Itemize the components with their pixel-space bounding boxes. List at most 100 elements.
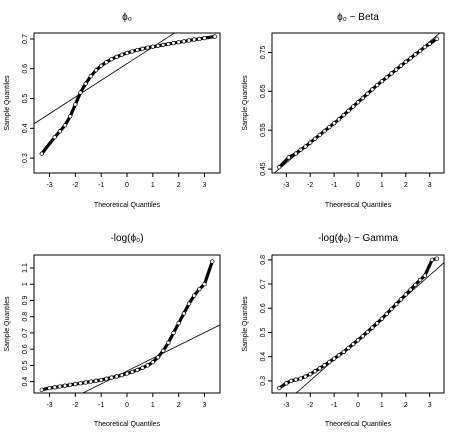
x-tick-label: 2 <box>177 182 181 189</box>
qq-point <box>298 147 303 152</box>
qq-point <box>104 376 109 381</box>
x-tick-label: 3 <box>428 182 432 189</box>
qq-point <box>150 360 155 365</box>
x-tick-label: -3 <box>283 402 289 409</box>
qq-point <box>417 48 423 54</box>
qq-point <box>39 151 44 156</box>
x-tick-label: -2 <box>72 402 78 409</box>
qq-point <box>119 372 124 378</box>
qq-point <box>417 277 423 283</box>
qq-sample-band <box>40 259 214 392</box>
qq-point <box>155 355 161 360</box>
qq-point <box>408 287 413 292</box>
x-tick-label: 3 <box>203 402 207 409</box>
x-tick-label: 0 <box>356 402 360 409</box>
x-tick-label: -1 <box>331 182 337 189</box>
y-tick-label: 0.5 <box>22 94 29 104</box>
y-tick-label: 0.3 <box>260 376 267 386</box>
qq-point <box>303 374 308 379</box>
qq-point <box>114 54 119 59</box>
y-tick-label: 0.8 <box>260 255 267 265</box>
qq-point <box>68 114 73 119</box>
qq-point <box>336 353 342 358</box>
qq-point <box>186 301 192 306</box>
panel-title: -log(ϕ₀) <box>110 233 143 244</box>
qq-point <box>83 380 88 385</box>
qq-point <box>303 144 308 149</box>
qq-panel-1: ϕ₀ -3 -2 -1 0 1 2 3 0.3 0.4 0.5 0.6 0.7 Theoretical Q… <box>4 12 221 209</box>
y-axis-label: Sample Quantiles <box>242 75 249 131</box>
x-tick-label: -3 <box>46 182 52 189</box>
y-tick-label: 0.7 <box>260 279 267 289</box>
qq-point <box>135 47 140 53</box>
y-tick-label: 1 <box>22 282 29 286</box>
panel-title: ϕ₀ ~ Beta <box>337 12 379 23</box>
qq-point <box>78 381 83 386</box>
qq-point <box>210 259 215 264</box>
qq-point <box>130 49 135 54</box>
y-tick-label: 0.9 <box>22 295 29 305</box>
y-tick-label: 0.4 <box>260 352 267 362</box>
qq-point <box>322 128 327 134</box>
qq-point <box>394 301 399 307</box>
y-axis-label: Sample Quantiles <box>4 75 11 131</box>
qq-sample-band <box>277 257 439 390</box>
qq-point <box>124 50 130 56</box>
qq-point <box>78 90 83 95</box>
qq-point <box>192 293 197 298</box>
qq-point <box>398 63 404 68</box>
qq-point <box>429 257 435 262</box>
y-tick-label: 1.1 <box>22 263 29 273</box>
qq-point <box>93 68 99 73</box>
qq-point <box>413 52 418 57</box>
x-tick-label: -1 <box>331 402 337 409</box>
qq-point <box>181 39 186 44</box>
qq-point <box>327 124 332 130</box>
x-tick-label: -1 <box>98 402 104 409</box>
qq-point <box>197 286 202 292</box>
qq-point <box>161 348 166 353</box>
qq-point <box>384 75 389 80</box>
qq-point <box>351 104 356 109</box>
qq-point <box>68 382 73 388</box>
qq-point <box>398 297 404 302</box>
qq-point <box>73 102 78 107</box>
qq-point <box>171 330 176 336</box>
qq-point <box>52 385 57 390</box>
y-tick-label: 0.55 <box>260 123 267 137</box>
qq-point <box>370 87 375 92</box>
qq-point <box>327 359 332 365</box>
qq-point <box>346 108 351 113</box>
qq-point <box>284 381 289 386</box>
qq-point <box>422 273 428 278</box>
plot-area <box>273 33 441 173</box>
qq-point <box>62 383 68 388</box>
qq-point <box>331 121 337 126</box>
x-tick-label: 1 <box>151 402 155 409</box>
x-tick-label: 1 <box>380 402 384 409</box>
qq-point <box>166 340 171 345</box>
qq-point <box>114 374 119 379</box>
qq-point <box>434 256 439 261</box>
panel-title: -log(ϕ₀) ~ Gamma <box>318 233 398 244</box>
qq-point <box>197 36 202 42</box>
qq-point <box>403 292 408 297</box>
qq-point <box>365 329 370 335</box>
y-tick-label: 0.3 <box>22 153 29 163</box>
qq-point <box>171 40 176 46</box>
x-tick-label: 0 <box>356 182 360 189</box>
qq-point <box>124 371 130 376</box>
y-tick-label: 0.5 <box>260 328 267 338</box>
qq-point <box>389 71 394 76</box>
qq-point <box>47 385 52 391</box>
x-tick-label: 0 <box>125 182 129 189</box>
qq-point <box>413 282 418 287</box>
qq-panel-4: -log(ϕ₀) ~ Gamma -3 -2 -1 0 1 2 3 0.3 0.4 0.5 0.6 0.… <box>242 233 445 428</box>
qq-reference-line <box>34 33 176 125</box>
qq-point <box>181 311 186 316</box>
x-tick-label: 3 <box>203 182 207 189</box>
qq-point <box>57 384 62 389</box>
qq-point <box>298 376 303 381</box>
x-tick-label: -1 <box>98 182 104 189</box>
qq-point <box>394 67 399 72</box>
